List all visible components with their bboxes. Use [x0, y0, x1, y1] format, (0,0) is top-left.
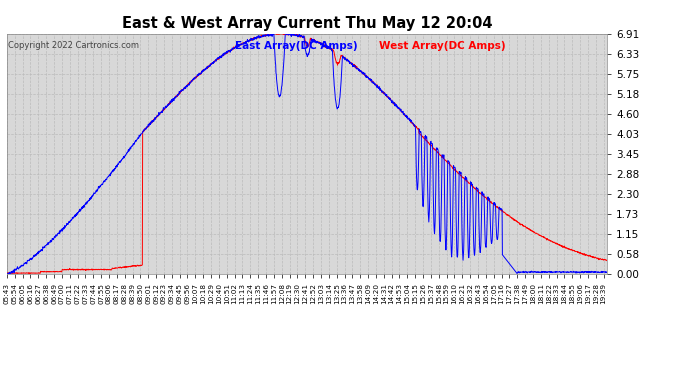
Text: East Array(DC Amps): East Array(DC Amps) [235, 41, 357, 51]
Text: Copyright 2022 Cartronics.com: Copyright 2022 Cartronics.com [8, 41, 139, 50]
Text: West Array(DC Amps): West Array(DC Amps) [379, 41, 506, 51]
Title: East & West Array Current Thu May 12 20:04: East & West Array Current Thu May 12 20:… [122, 16, 492, 31]
